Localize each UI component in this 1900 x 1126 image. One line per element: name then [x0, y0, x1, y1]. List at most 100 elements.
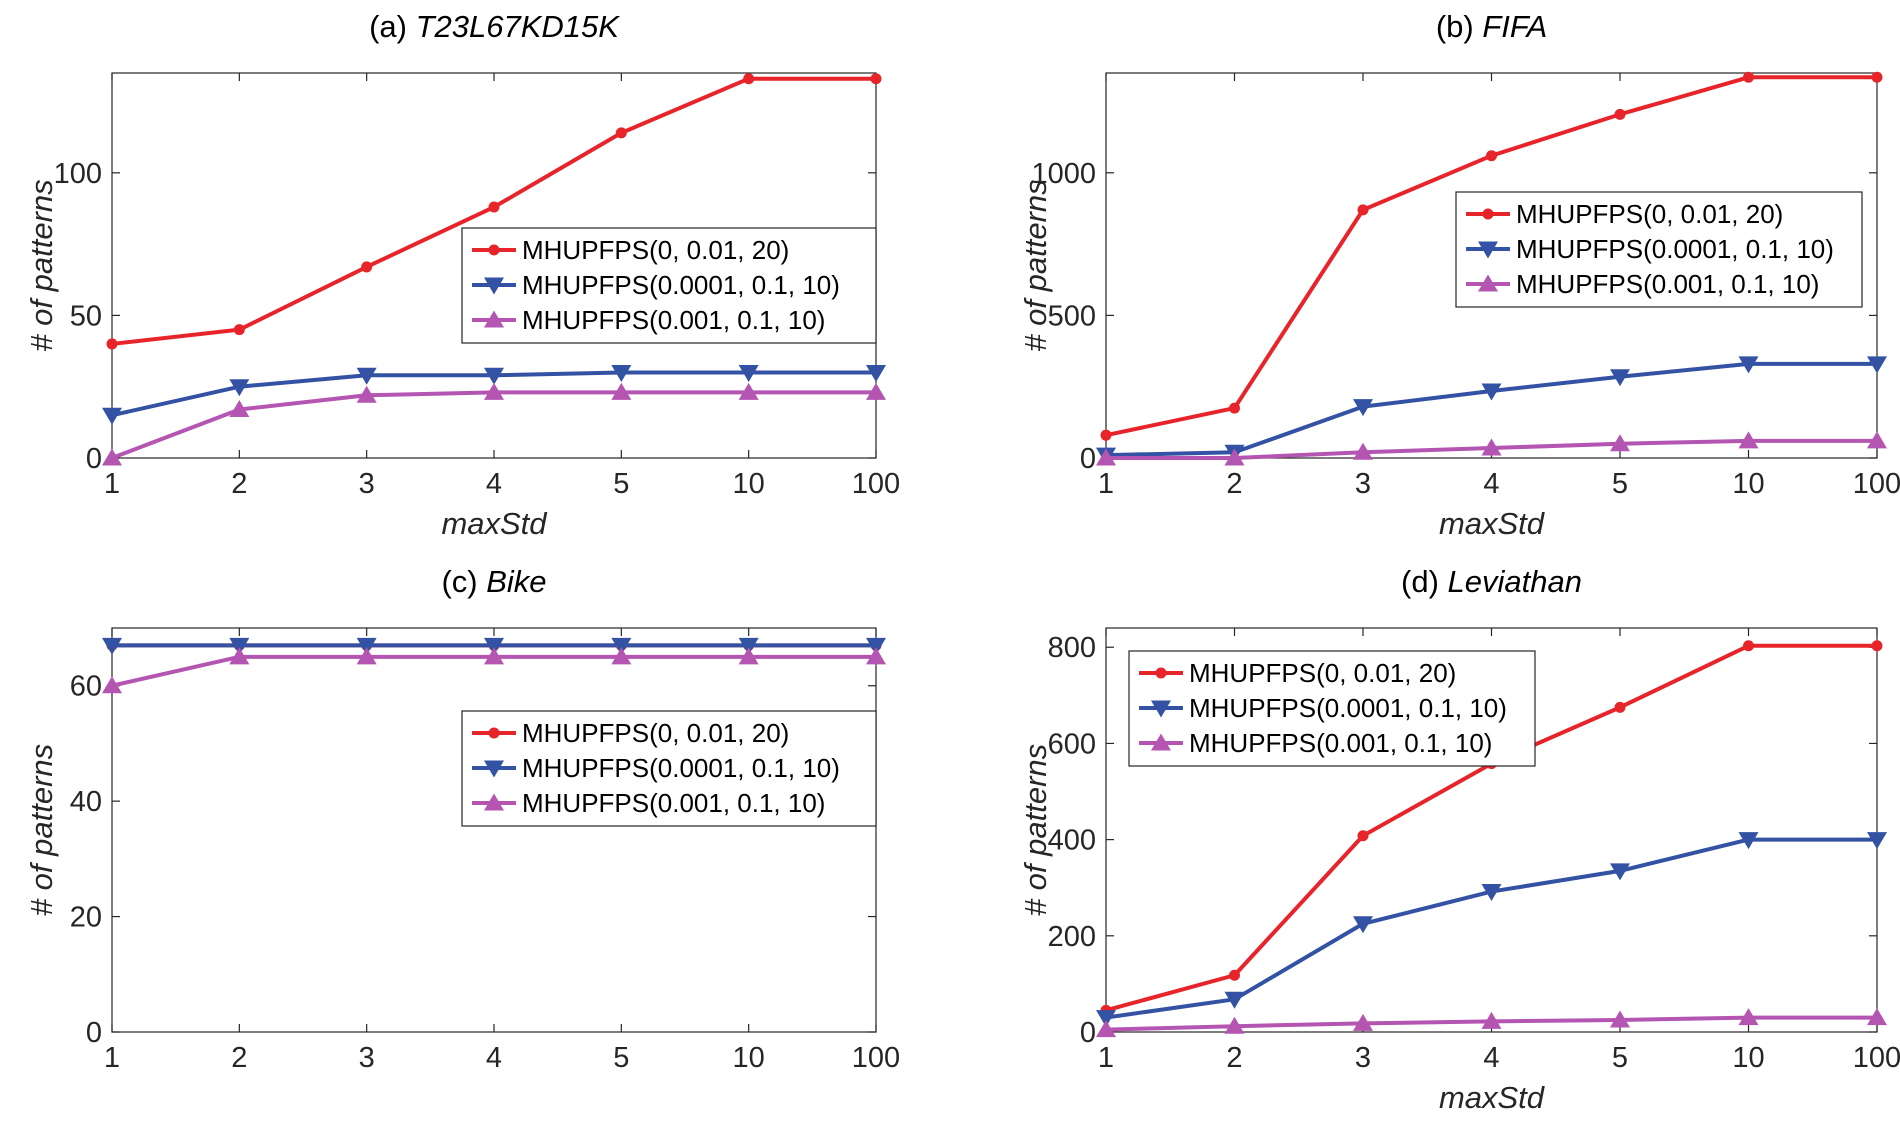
legend-swatch-marker [1482, 208, 1494, 220]
y-tick-label: 0 [1080, 443, 1096, 475]
legend-label: MHUPFPS(0.001, 0.1, 10) [1189, 728, 1492, 758]
data-point [488, 201, 500, 213]
data-point [1096, 448, 1116, 466]
x-tick-label: 3 [359, 1042, 375, 1074]
x-tick-label: 4 [1483, 468, 1499, 500]
chart-title: (b) FIFA [1436, 9, 1547, 44]
chart-title: (c) Bike [441, 564, 546, 599]
data-point [1743, 71, 1754, 83]
y-tick-label: 400 [1048, 825, 1096, 857]
data-point [229, 647, 250, 665]
chart-title-prefix: (d) [1401, 564, 1448, 599]
series-2 [102, 364, 886, 425]
x-axis-label: maxStd [441, 506, 548, 541]
data-point [1867, 356, 1887, 374]
data-point [866, 364, 886, 382]
x-tick-label: 100 [852, 468, 900, 500]
data-point [102, 407, 122, 425]
x-tick-label: 5 [1612, 1042, 1628, 1074]
data-point [1481, 383, 1502, 401]
data-point [361, 261, 373, 273]
data-point [1738, 356, 1759, 374]
y-axis-label: # of patterns [1018, 179, 1053, 351]
data-point [1867, 431, 1887, 449]
data-point [356, 385, 377, 403]
x-tick-label: 4 [1483, 1042, 1499, 1074]
x-tick-label: 3 [1355, 1042, 1371, 1074]
data-point [1481, 438, 1502, 456]
data-point [1614, 701, 1626, 713]
chart-title-prefix: (a) [369, 9, 416, 44]
data-point [356, 367, 377, 385]
data-point [229, 379, 250, 397]
data-point [484, 637, 504, 655]
y-tick-label: 600 [1048, 728, 1096, 760]
legend: MHUPFPS(0, 0.01, 20) MHUPFPS(0.0001, 0.1,… [461, 227, 877, 344]
x-tick-label: 1 [1098, 1042, 1114, 1074]
y-axis-label: # of patterns [1018, 744, 1053, 916]
data-point [1867, 1008, 1887, 1026]
x-tick-label: 100 [1853, 468, 1900, 500]
data-point [738, 382, 759, 400]
data-point [233, 324, 245, 336]
series-3 [102, 382, 886, 466]
chart-panel-d: 1 2 3 4 5 10 100 0 200 400 600 800 maxStd # of patter… [1018, 564, 1900, 1115]
data-point [229, 637, 250, 655]
data-point [1871, 640, 1883, 652]
plot-area [111, 627, 877, 1033]
data-point [484, 367, 504, 385]
legend-box [1455, 191, 1863, 308]
data-point [866, 637, 886, 655]
x-tick-label: 2 [231, 1042, 247, 1074]
data-point [738, 647, 759, 665]
chart-title-name: Leviathan [1448, 564, 1582, 599]
chart-title: (a) T23L67KD15K [369, 9, 620, 44]
data-point [1229, 402, 1240, 414]
chart-title-prefix: (c) [441, 564, 486, 599]
data-point [1100, 429, 1112, 441]
chart-title: (d) Leviathan [1401, 564, 1582, 599]
data-point [1353, 916, 1373, 934]
legend: MHUPFPS(0, 0.01, 20) MHUPFPS(0.0001, 0.1,… [1455, 191, 1863, 308]
data-point [102, 676, 122, 694]
data-point [1224, 991, 1245, 1009]
y-tick-label: 50 [70, 300, 102, 332]
y-tick-label: 500 [1048, 300, 1096, 332]
legend-swatch-marker [484, 760, 504, 778]
x-tick-label: 1 [104, 1042, 120, 1074]
data-point [1353, 442, 1373, 460]
legend-box [461, 710, 877, 827]
y-axis-label: # of patterns [24, 179, 59, 351]
data-point [1353, 1013, 1373, 1031]
chart-title-prefix: (b) [1436, 9, 1483, 44]
y-tick-label: 60 [70, 671, 102, 703]
x-tick-label: 2 [1226, 1042, 1242, 1074]
legend-label: MHUPFPS(0, 0.01, 20) [1516, 199, 1783, 229]
y-tick-label: 40 [70, 786, 102, 818]
legend-swatch-marker [484, 277, 504, 295]
legend-swatch-marker [1155, 667, 1167, 679]
series-3 [102, 647, 886, 694]
legend-box [461, 227, 877, 344]
x-tick-label: 100 [1853, 1042, 1900, 1074]
series-line [111, 390, 876, 460]
x-tick-label: 5 [613, 1042, 629, 1074]
legend-label: MHUPFPS(0.001, 0.1, 10) [522, 305, 825, 335]
legend-swatch-marker [1151, 733, 1171, 751]
legend-swatch-marker [1478, 241, 1498, 259]
data-point [611, 382, 632, 400]
series-1 [1100, 71, 1883, 441]
legend-label: MHUPFPS(0.0001, 0.1, 10) [1516, 234, 1834, 264]
data-point [1610, 369, 1630, 387]
x-tick-label: 5 [613, 468, 629, 500]
legend-label: MHUPFPS(0.0001, 0.1, 10) [522, 753, 840, 783]
chart-title-name: FIFA [1482, 9, 1547, 44]
data-point [1871, 71, 1883, 83]
legend-swatch-marker [488, 727, 500, 739]
data-point [1614, 108, 1626, 120]
x-tick-label: 3 [1355, 468, 1371, 500]
x-tick-label: 5 [1612, 468, 1628, 500]
y-tick-label: 0 [1080, 1017, 1096, 1049]
